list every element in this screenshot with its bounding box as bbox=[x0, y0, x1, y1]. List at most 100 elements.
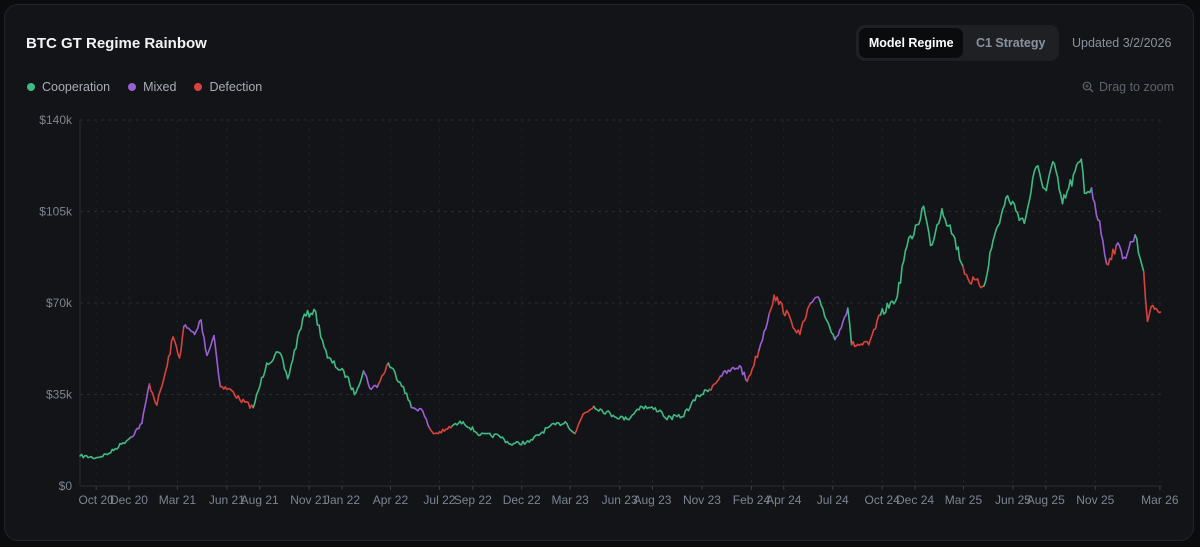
price-segment-cooperation bbox=[659, 409, 667, 419]
price-segment-mixed bbox=[200, 319, 208, 357]
x-tick-label: Feb 24 bbox=[733, 493, 771, 507]
price-segment-cooperation bbox=[1134, 234, 1145, 273]
x-tick-label: Jan 22 bbox=[324, 493, 360, 507]
x-tick-label: Aug 25 bbox=[1027, 493, 1065, 507]
price-segment-mixed bbox=[141, 383, 151, 425]
price-segment-cooperation bbox=[818, 299, 831, 328]
tab-model-regime[interactable]: Model Regime bbox=[859, 28, 964, 58]
chart-legend: Cooperation Mixed Defection bbox=[27, 80, 280, 94]
price-segment-cooperation bbox=[387, 362, 405, 388]
price-segment-cooperation bbox=[879, 295, 899, 316]
price-segment-cooperation bbox=[462, 421, 482, 437]
price-segment-mixed bbox=[206, 334, 215, 357]
price-segment-defection bbox=[799, 302, 812, 336]
price-segment-mixed bbox=[719, 364, 741, 378]
price-segment-cooperation bbox=[564, 421, 576, 435]
price-segment-defection bbox=[148, 383, 158, 406]
price-segment-cooperation bbox=[479, 432, 500, 439]
y-tick-label: $0 bbox=[59, 479, 73, 493]
x-tick-label: Mar 26 bbox=[1141, 493, 1179, 507]
price-segment-cooperation bbox=[592, 405, 615, 418]
price-segment-cooperation bbox=[1061, 158, 1083, 205]
price-segment-defection bbox=[574, 413, 584, 435]
x-tick-label: Mar 21 bbox=[159, 493, 197, 507]
price-segment-defection bbox=[790, 320, 801, 336]
price-segment-defection bbox=[172, 336, 181, 359]
price-segment-mixed bbox=[1123, 234, 1136, 260]
price-segment-cooperation bbox=[547, 421, 567, 429]
zoom-icon bbox=[1082, 81, 1094, 93]
price-segment-mixed bbox=[834, 307, 849, 341]
price-segment-defection bbox=[230, 389, 241, 401]
price-segment-cooperation bbox=[498, 434, 512, 446]
price-segment-cooperation bbox=[929, 208, 943, 247]
price-segment-cooperation bbox=[402, 385, 413, 409]
price-segment-mixed bbox=[410, 406, 422, 412]
price-segment-cooperation bbox=[286, 317, 304, 380]
price-segment-mixed bbox=[130, 422, 143, 438]
price-segment-cooperation bbox=[528, 426, 550, 443]
x-tick-label: Apr 24 bbox=[766, 493, 802, 507]
price-segment-defection bbox=[768, 294, 775, 315]
x-tick-label: Aug 21 bbox=[241, 493, 279, 507]
price-segment-mixed bbox=[809, 296, 821, 304]
legend-item-defection: Defection bbox=[194, 80, 262, 94]
price-segment-cooperation bbox=[1045, 161, 1054, 192]
price-segment-cooperation bbox=[681, 394, 700, 418]
price-segment-cooperation bbox=[278, 351, 289, 380]
price-segment-defection bbox=[1146, 304, 1154, 323]
x-tick-label: Nov 25 bbox=[1076, 493, 1114, 507]
price-segment-cooperation bbox=[664, 413, 683, 421]
x-tick-label: Nov 23 bbox=[683, 493, 721, 507]
price-segment-cooperation bbox=[922, 205, 932, 247]
price-segment-cooperation bbox=[952, 234, 964, 268]
price-segment-cooperation bbox=[697, 388, 711, 398]
x-tick-label: Apr 22 bbox=[373, 493, 409, 507]
price-segment-cooperation bbox=[941, 208, 955, 236]
price-segment-cooperation bbox=[612, 414, 629, 421]
price-segment-cooperation bbox=[326, 356, 348, 379]
price-segment-mixed bbox=[370, 383, 380, 391]
updated-timestamp: Updated 3/2/2026 bbox=[1072, 36, 1172, 50]
price-segment-defection bbox=[432, 428, 446, 435]
price-segment-mixed bbox=[738, 364, 749, 383]
price-segment-cooperation bbox=[896, 249, 907, 298]
price-segment-cooperation bbox=[451, 420, 464, 427]
x-tick-label: Nov 21 bbox=[290, 493, 328, 507]
legend-label: Mixed bbox=[143, 80, 177, 94]
price-segment-mixed bbox=[1102, 239, 1108, 265]
legend-label: Defection bbox=[209, 80, 263, 94]
x-tick-label: Oct 24 bbox=[865, 493, 901, 507]
price-segment-cooperation bbox=[983, 239, 994, 287]
y-tick-label: $140k bbox=[39, 113, 73, 127]
price-segment-defection bbox=[850, 340, 870, 348]
price-segment-cooperation bbox=[122, 436, 132, 445]
x-tick-label: Aug 23 bbox=[633, 493, 671, 507]
price-segment-defection bbox=[746, 349, 760, 383]
price-segment-mixed bbox=[420, 408, 431, 430]
circle-dot-icon bbox=[194, 83, 203, 91]
price-segment-mixed bbox=[1090, 187, 1104, 242]
chart-title: BTC GT Regime Rainbow bbox=[26, 35, 207, 52]
price-segment-cooperation bbox=[301, 308, 315, 320]
price-segment-cooperation bbox=[1080, 158, 1086, 194]
price-segment-cooperation bbox=[1083, 187, 1093, 195]
x-tick-label: Mar 23 bbox=[551, 493, 589, 507]
price-segment-defection bbox=[962, 265, 970, 281]
x-tick-label: Jul 24 bbox=[817, 493, 849, 507]
price-segment-defection bbox=[166, 336, 174, 367]
price-segment-cooperation bbox=[346, 375, 356, 396]
x-tick-label: Jun 23 bbox=[602, 493, 638, 507]
price-segment-defection bbox=[773, 294, 793, 323]
legend-item-cooperation: Cooperation bbox=[27, 80, 110, 94]
x-tick-label: Dec 22 bbox=[503, 493, 541, 507]
price-segment-defection bbox=[1152, 304, 1162, 314]
price-segment-cooperation bbox=[846, 307, 853, 346]
price-segment-cooperation bbox=[626, 405, 642, 421]
price-segment-mixed bbox=[213, 334, 222, 388]
price-segment-mixed bbox=[758, 312, 771, 351]
x-tick-label: Jul 22 bbox=[423, 493, 455, 507]
price-segment-cooperation bbox=[108, 442, 124, 455]
tab-c1-strategy[interactable]: C1 Strategy bbox=[975, 36, 1046, 50]
